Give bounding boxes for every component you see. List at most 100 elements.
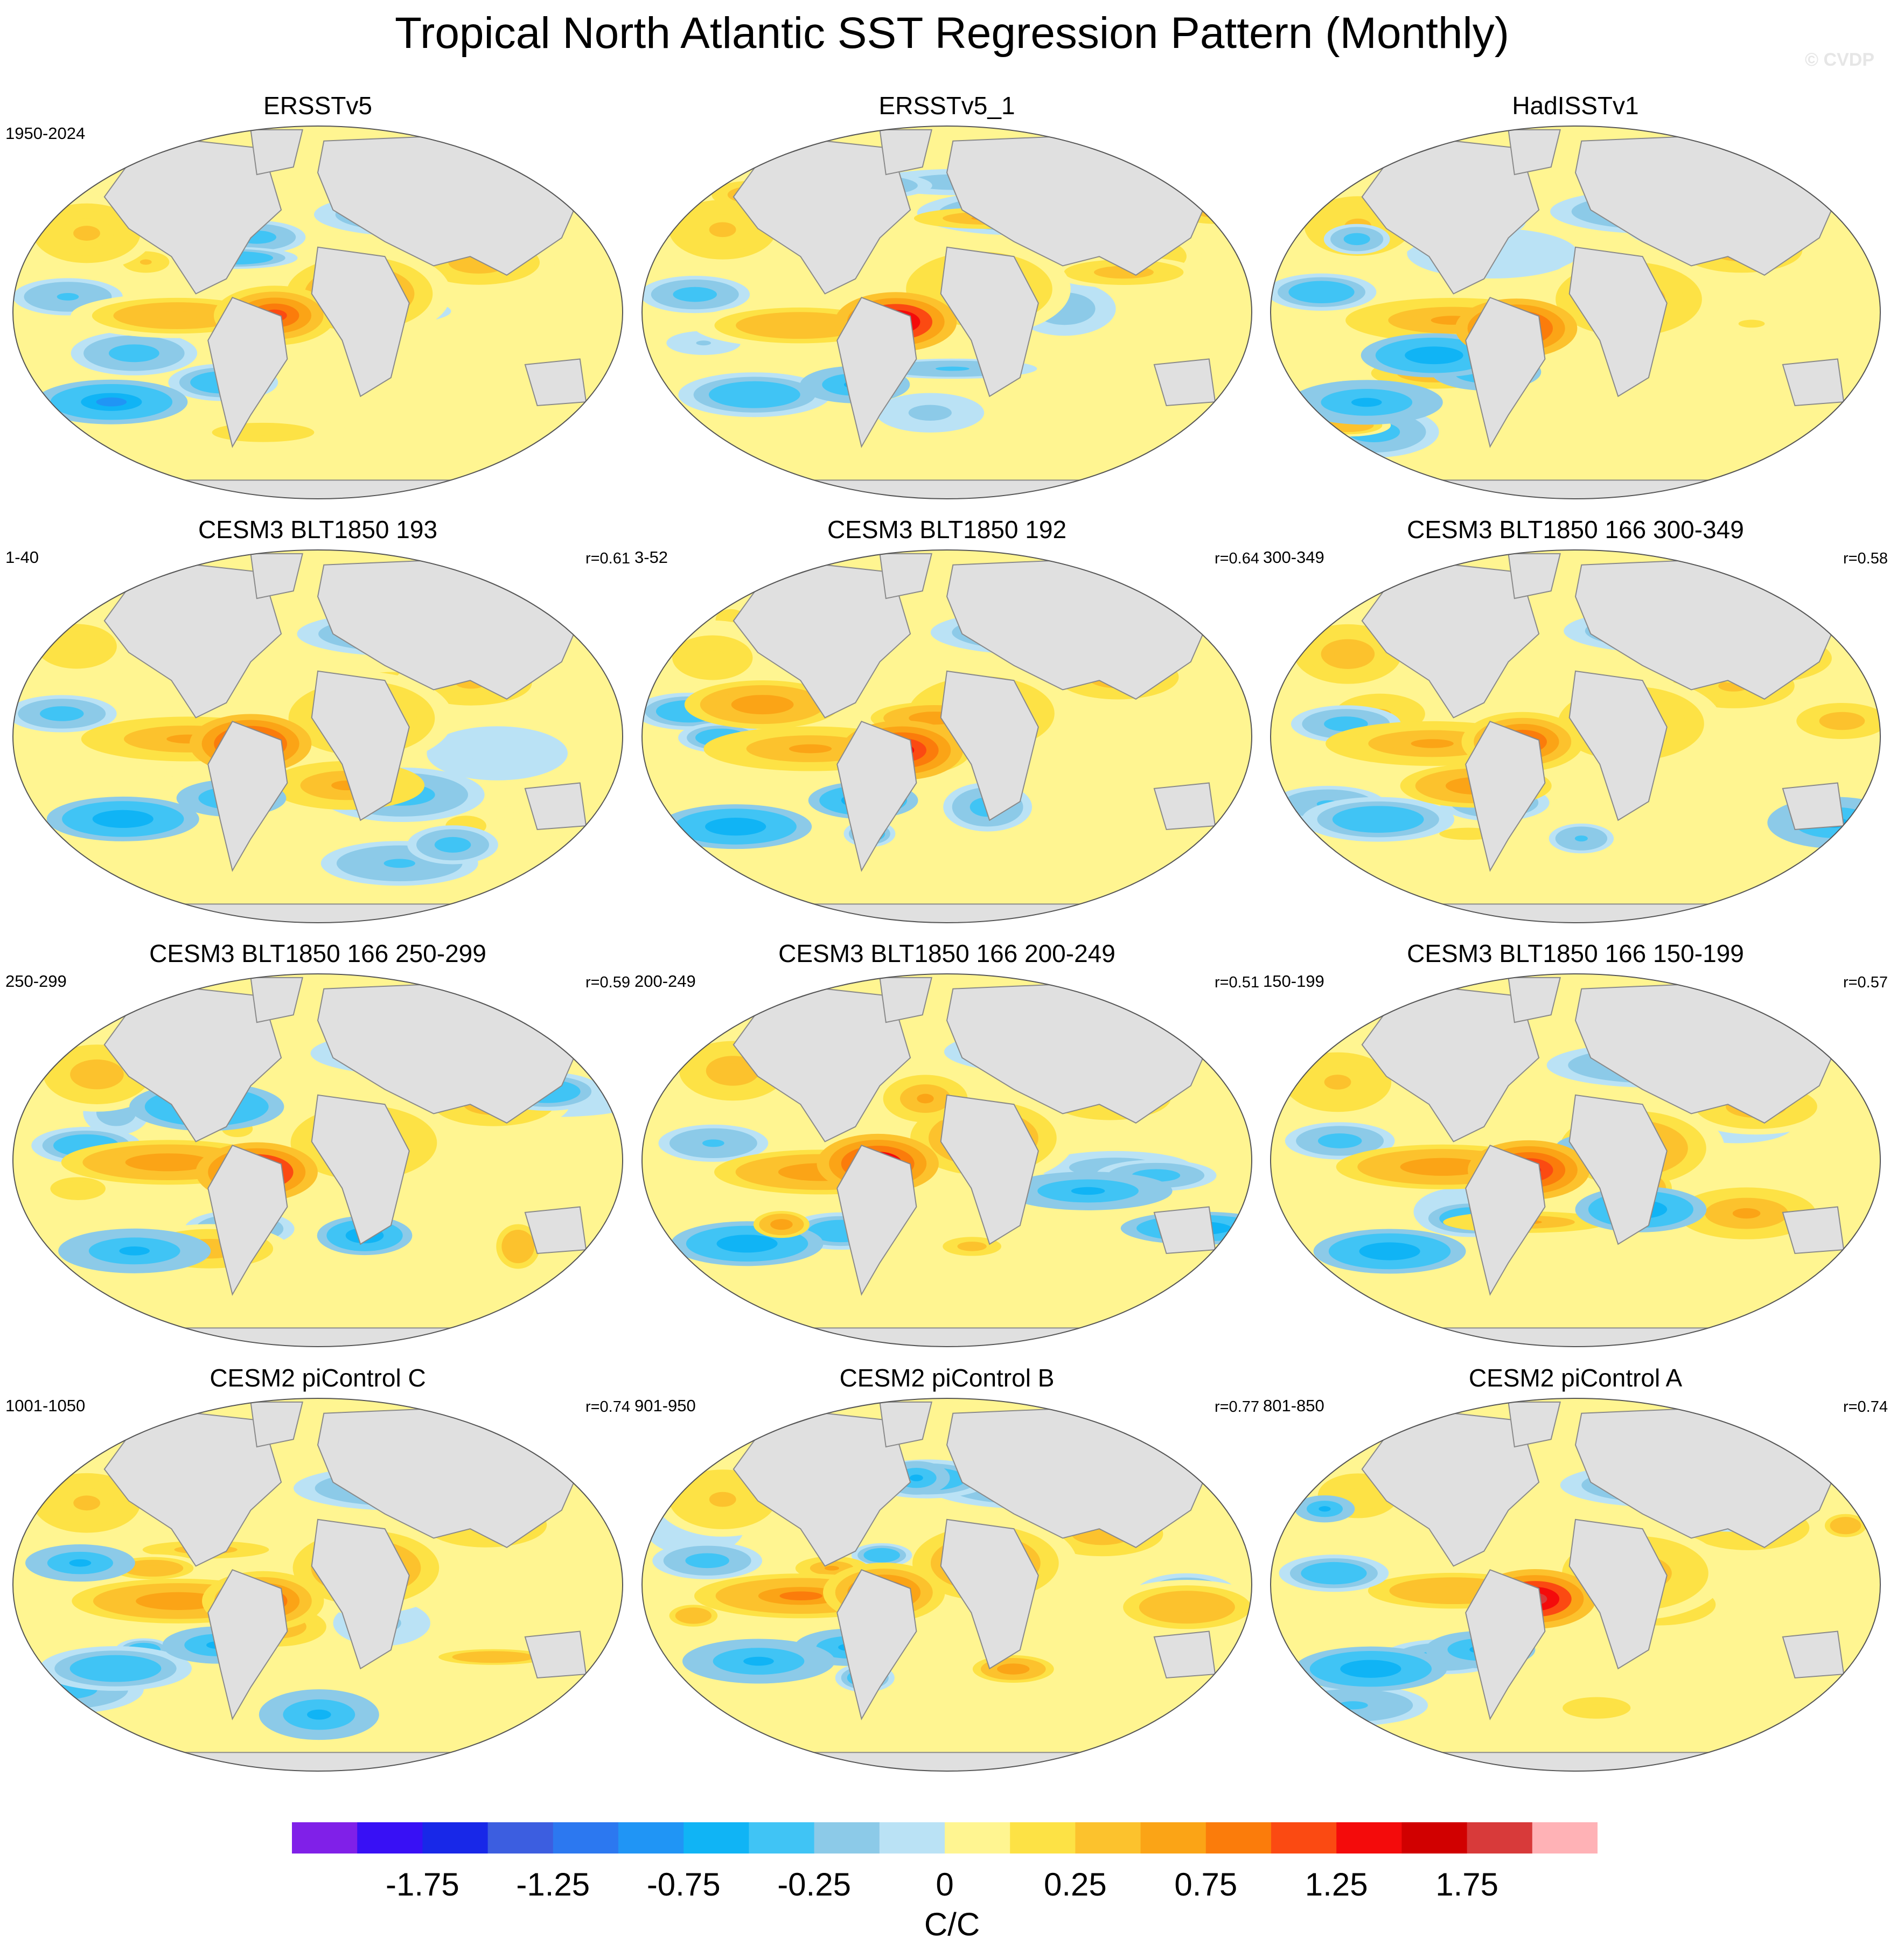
landmass-greenland	[250, 129, 303, 176]
map	[641, 549, 1252, 923]
landmass-south-america	[836, 297, 917, 448]
landmass-antarctica	[642, 1327, 1252, 1347]
sst-anomaly-contour	[1350, 236, 1364, 242]
landmass-africa	[940, 1518, 1039, 1670]
landmass-greenland	[1508, 129, 1561, 176]
landmass-north-america	[733, 140, 911, 295]
colorbar: -1.75 -1.25 -0.75 -0.25 0 0.25 0.75 1.25 1.75	[292, 1822, 1598, 1903]
panel-title: CESM2 piControl A	[1468, 1364, 1683, 1392]
sst-anomaly-contour	[1363, 814, 1393, 824]
map-border	[12, 549, 623, 923]
sst-anomaly-contour	[1335, 720, 1357, 728]
map-border	[1270, 126, 1881, 499]
sst-anomaly-contour	[479, 1655, 507, 1660]
sst-anomaly-contour	[1774, 1695, 1796, 1703]
pattern-correlation: r=0.77	[1214, 1398, 1259, 1416]
landmass-greenland	[250, 553, 303, 600]
colorbar-swatch	[553, 1822, 619, 1854]
sst-anomaly-contour	[1788, 411, 1801, 416]
landmass-africa	[940, 670, 1039, 821]
sst-anomaly-contour	[1200, 853, 1227, 875]
sst-anomaly-contour	[1324, 1075, 1351, 1090]
sst-anomaly-contour	[1351, 398, 1382, 407]
landmass-south-america	[1465, 1145, 1546, 1296]
landmass-africa	[1568, 1518, 1668, 1670]
sst-anomaly-contour	[157, 776, 180, 782]
panel-years: 1001-1050	[5, 1396, 86, 1415]
sst-anomaly-contour	[140, 259, 152, 265]
sst-anomaly-contour	[51, 710, 73, 717]
sst-anomaly-contour	[483, 748, 512, 759]
landmass-south-america	[1465, 297, 1546, 448]
panel-title: CESM3 BLT1850 166 200-249	[778, 939, 1115, 967]
sst-anomaly-contour	[1344, 1488, 1372, 1503]
colorbar-swatch	[1401, 1822, 1468, 1854]
colorbar-tick-label: 0.75	[1174, 1866, 1237, 1903]
sst-anomaly-contour	[687, 1613, 700, 1619]
sst-anomaly-contour	[307, 1709, 331, 1720]
landmass-north-america	[733, 1412, 911, 1567]
panel-title: ERSSTv5	[263, 92, 372, 120]
colorbar-swatch	[487, 1822, 554, 1854]
sst-anomaly-contour	[709, 222, 736, 238]
map	[641, 126, 1252, 499]
sst-anomaly-contour	[69, 1559, 92, 1567]
colorbar-tick-label: 0	[936, 1866, 953, 1903]
panel-title: ERSSTv5_1	[878, 92, 1015, 120]
landmass-africa	[311, 1094, 410, 1245]
map	[12, 549, 623, 923]
sst-anomaly-contour	[1732, 1208, 1761, 1219]
map-panel: CESM3 BLT1850 192 3-52 r=0.64	[634, 514, 1259, 935]
colorbar-swatch	[879, 1822, 945, 1854]
landmass-antarctica	[1271, 1327, 1880, 1347]
landmass-north-america	[103, 1412, 282, 1567]
landmass-south-america	[207, 721, 288, 872]
map	[1270, 1398, 1881, 1772]
landmass-greenland	[1508, 553, 1561, 600]
landmass-greenland	[1508, 1401, 1561, 1448]
landmass-antarctica	[13, 1752, 623, 1771]
landmass-africa	[311, 670, 410, 821]
landmass-south-america	[1465, 1569, 1546, 1720]
map	[641, 973, 1252, 1347]
colorbar-swatch	[1467, 1822, 1533, 1854]
sst-anomaly-contour	[909, 1474, 923, 1481]
sst-anomaly-contour	[1310, 288, 1333, 296]
landmass-antarctica	[13, 903, 623, 923]
landmass-africa	[311, 246, 410, 398]
colorbar-tick-label: -0.25	[777, 1866, 851, 1903]
sst-anomaly-contour	[147, 1158, 190, 1167]
map	[12, 126, 623, 499]
map-border	[1270, 1398, 1881, 1772]
sst-anomaly-contour	[778, 320, 821, 330]
watermark: © CVDP	[1805, 50, 1874, 70]
sst-anomaly-contour	[100, 1664, 131, 1673]
sst-anomaly-contour	[1574, 835, 1588, 842]
sst-anomaly-contour	[1323, 1569, 1345, 1577]
sst-anomaly-contour	[789, 744, 832, 754]
panel-title: HadISSTv1	[1512, 92, 1639, 120]
pattern-correlation: r=0.74	[585, 1398, 630, 1416]
sst-anomaly-contour	[776, 1222, 787, 1228]
landmass-north-america	[103, 140, 282, 295]
sst-anomaly-contour	[1840, 1522, 1851, 1529]
map-border	[641, 973, 1252, 1347]
sst-anomaly-contour	[1187, 843, 1240, 886]
map-panel: CESM2 piControl B 901-950 r=0.77	[634, 1363, 1259, 1783]
sst-anomaly-contour	[63, 639, 90, 654]
sst-anomaly-contour	[919, 408, 941, 417]
sst-anomaly-contour	[68, 1184, 87, 1193]
sst-anomaly-contour	[875, 1552, 888, 1558]
sst-anomaly-contour	[1411, 739, 1454, 748]
panel-years: 3-52	[634, 548, 668, 567]
panel-title: CESM2 piControl B	[839, 1364, 1055, 1392]
sst-anomaly-contour	[1432, 1586, 1475, 1595]
colorbar-swatch	[292, 1822, 358, 1854]
landmass-north-america	[103, 988, 282, 1142]
landmass-africa	[940, 1094, 1039, 1245]
map-panel: CESM2 piControl C 1001-1050 r=0.74	[5, 1363, 630, 1783]
sst-anomaly-contour	[1208, 205, 1228, 212]
map-border	[1270, 973, 1881, 1347]
colorbar-tick-label: -1.75	[386, 1866, 459, 1903]
panel-years: 1-40	[5, 548, 39, 567]
